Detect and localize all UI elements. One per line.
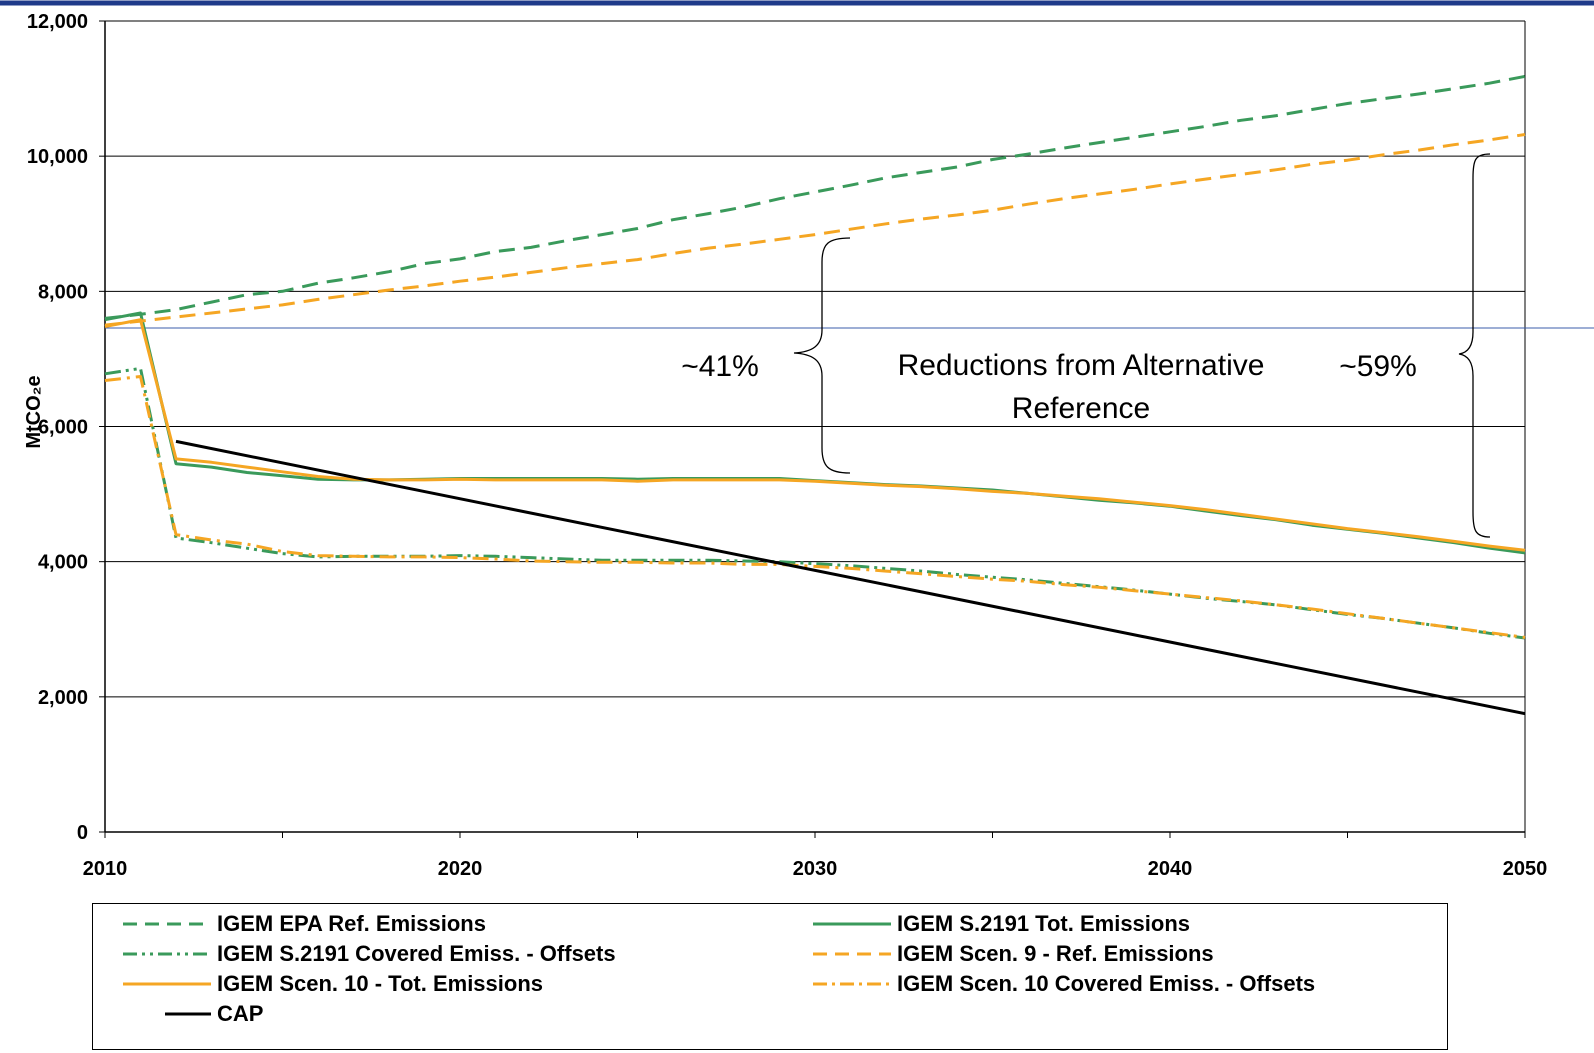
annotation-41-percent: ~41% (681, 350, 759, 383)
series-line-4 (104, 318, 1526, 552)
series-line-1 (104, 311, 1526, 555)
legend-item-s2191-tot: IGEM S.2191 Tot. Emissions (811, 909, 1190, 939)
legend-swatch-dash-orange (813, 952, 891, 956)
x-tick-label: 2040 (1148, 858, 1193, 880)
legend-label: IGEM EPA Ref. Emissions (217, 911, 486, 936)
gridlines (105, 20, 1526, 833)
legend-label: IGEM Scen. 10 - Tot. Emissions (217, 971, 544, 996)
legend-label: IGEM Scen. 10 Covered Emiss. - Offsets (897, 971, 1316, 996)
y-tick-label: 8,000 (38, 281, 88, 303)
legend-swatch-dash-green (123, 922, 211, 926)
legend-item-s2191-covered: IGEM S.2191 Covered Emiss. - Offsets (121, 939, 616, 969)
y-tick-label: 2,000 (38, 687, 88, 709)
legend-item-cap: CAP (121, 999, 263, 1029)
annotation-reductions-line1: Reductions from Alternative (898, 349, 1265, 382)
brace-41-percent (793, 237, 851, 474)
y-tick-label: 0 (77, 822, 88, 844)
legend-swatch-solid-black (165, 1012, 211, 1016)
annotation-reductions-line2: Reference (1012, 392, 1150, 425)
legend-label: IGEM S.2191 Covered Emiss. - Offsets (217, 941, 616, 966)
y-tick-label: 6,000 (38, 417, 88, 439)
legend-swatch-solid-green (813, 922, 891, 926)
y-tick-label: 4,000 (38, 552, 88, 574)
x-tick-label: 2050 (1503, 858, 1548, 880)
y-tick-labels: 0 2,000 4,000 6,000 8,000 10,000 12,000 (27, 11, 88, 844)
legend-swatch-dashdotdot-green (123, 952, 211, 956)
axes (99, 20, 1526, 838)
x-tick-label: 2010 (83, 858, 128, 880)
legend-label: IGEM Scen. 9 - Ref. Emissions (897, 941, 1214, 966)
y-axis-label: MtCO₂e (23, 375, 45, 448)
legend-swatch-dashdot-orange (813, 982, 891, 986)
series-line-6 (175, 439, 1526, 716)
legend-item-epa-ref: IGEM EPA Ref. Emissions (121, 909, 486, 939)
legend-item-scen10-tot: IGEM Scen. 10 - Tot. Emissions (121, 969, 543, 999)
legend-item-scen9-ref: IGEM Scen. 9 - Ref. Emissions (811, 939, 1214, 969)
brace-59-percent (1458, 153, 1491, 538)
x-tick-label: 2020 (438, 858, 483, 880)
series-line-5 (104, 375, 1526, 639)
chart-legend: IGEM EPA Ref. Emissions IGEM S.2191 Tot.… (92, 903, 1448, 1050)
series-line-3 (104, 133, 1526, 327)
legend-item-scen10-covered: IGEM Scen. 10 Covered Emiss. - Offsets (811, 969, 1315, 999)
series-line-0 (104, 74, 1526, 320)
x-tick-labels: 2010 2020 2030 2040 2050 (83, 858, 1548, 880)
series-line-2 (104, 366, 1526, 640)
annotation-59-percent: ~59% (1339, 350, 1417, 383)
series-lines (104, 74, 1526, 716)
legend-swatch-solid-orange (123, 982, 211, 986)
y-tick-label: 12,000 (27, 11, 88, 33)
x-tick-label: 2030 (793, 858, 838, 880)
legend-label: IGEM S.2191 Tot. Emissions (897, 911, 1191, 936)
legend-label: CAP (217, 1001, 264, 1026)
y-tick-label: 10,000 (27, 146, 88, 168)
